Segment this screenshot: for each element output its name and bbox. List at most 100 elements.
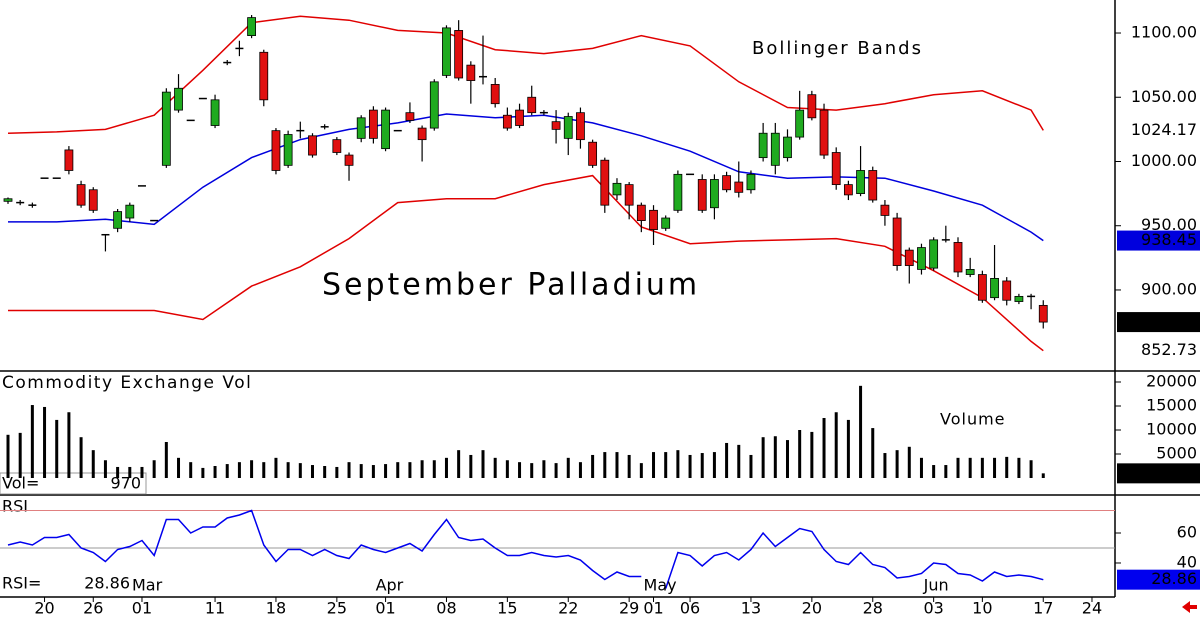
readout-value: 28.86 [84,574,130,593]
volume-bar [603,452,607,479]
y-tick-label: 10000 [1146,419,1197,438]
candle-body [819,109,829,156]
candle-body [892,217,902,266]
readout-value: 970 [110,474,141,493]
volume-bar [371,465,375,479]
candle-body [953,242,963,273]
volume-bar [213,466,217,479]
candle-body [977,274,987,301]
volume-bar [530,463,534,479]
x-tick-label: 29 [619,599,639,618]
x-tick-label: 20 [802,599,822,618]
candle-body [283,134,293,166]
candle-body [1002,280,1012,301]
volume-bar [968,457,972,479]
candle-body [929,239,939,269]
volume-bar [761,437,765,479]
readout-label: Vol= [2,474,39,493]
candle-body [576,112,585,141]
x-tick-label: 20 [34,599,54,618]
volume-bar [737,444,741,479]
volume-bar [225,464,229,479]
candle-body [661,217,671,229]
x-tick-label: 01 [643,599,663,618]
volume-bar [773,436,777,479]
candle-body [600,159,610,206]
volume-bar [919,457,923,479]
value-box [1117,569,1200,590]
volume-bar [164,442,168,479]
volume-bar [384,464,388,479]
candle-body [64,149,74,171]
volume-bar [140,466,144,479]
volume-bar [298,463,302,479]
value-box-label: 875.00 [1141,312,1197,331]
volume-bar [481,450,485,479]
volume-bar [725,442,729,479]
value-box-label: 852.73 [1141,340,1197,359]
volume-bar [664,452,668,479]
volume-bar [177,457,181,479]
volume-bar [347,462,351,479]
candle-body [125,204,135,219]
volume-bar [1005,456,1009,479]
volume-bar [871,428,875,479]
y-tick-label: 40 [1177,552,1197,571]
candle-body [697,179,707,211]
value-box-label: 970 [1166,463,1197,482]
candle-body [612,182,622,196]
x-tick-label: 08 [436,599,456,618]
candle-body [490,84,500,105]
x-tick-label: 17 [1033,599,1053,618]
candle-body [429,81,439,129]
chart-title: September Palladium [322,268,700,303]
candle-body [405,112,415,121]
candle-body [734,181,744,193]
volume-bar [834,412,838,479]
volume-bar [286,462,290,479]
volume-bar [152,460,156,479]
candle-body [466,64,476,81]
volume-bar [335,466,339,479]
volume-bar [43,406,47,479]
readout-box [0,472,147,495]
x-tick-label: 01 [132,599,152,618]
volume-bar [116,466,120,479]
volume-bar [712,452,716,479]
y-tick-label: 5000 [1156,444,1197,463]
candle-body [417,127,427,141]
volume-bar [189,462,193,479]
volume-bar [822,417,826,479]
volume-bar [1017,457,1021,479]
scroll-arrow[interactable] [1182,601,1197,613]
volume-bar [359,464,363,479]
candle-body [308,135,317,156]
candle-body [113,211,123,229]
rsi-line [7,509,1044,589]
candle-body [174,87,183,111]
candle-body [1014,295,1024,302]
panel-title: Commodity Exchange Vol [2,373,252,393]
bollinger-band [7,15,1044,134]
volume-bar [237,462,241,479]
x-tick-label: 11 [205,599,225,618]
x-tick-label: 26 [83,599,103,618]
value-box-label: 28.86 [1151,569,1197,588]
value-box-label: 1024.17 [1131,120,1197,139]
volume-bar [554,463,558,479]
y-tick-label: 1050.00 [1131,87,1197,106]
candle-body [722,175,731,191]
candle-body [868,170,878,201]
volume-bar [932,465,936,479]
volume-bar [518,462,522,479]
volume-bar [956,457,960,479]
volume-bar [980,457,984,479]
candle-body [673,173,683,211]
candle-body [917,247,926,270]
volume-bar [67,412,71,479]
y-tick-label: 15000 [1146,395,1197,414]
volume-bar [444,457,448,479]
volume-bar [627,454,631,479]
volume-bar [591,454,595,479]
